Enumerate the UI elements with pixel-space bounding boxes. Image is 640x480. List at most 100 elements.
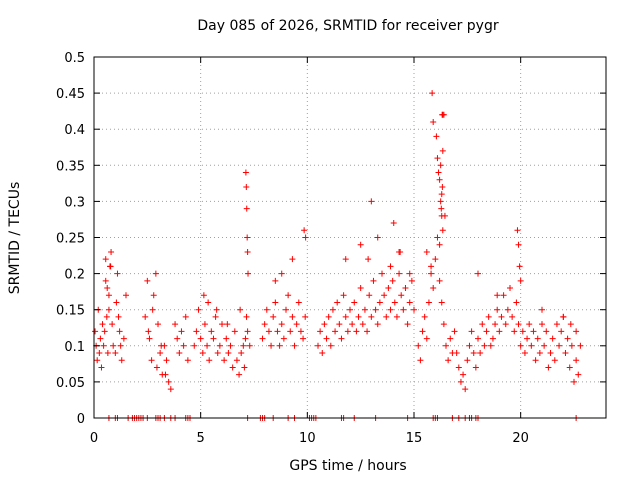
data-point [573, 328, 580, 335]
data-point [406, 270, 413, 277]
data-point [213, 306, 220, 313]
data-point [509, 313, 516, 320]
data-point [526, 321, 533, 328]
data-point [233, 357, 240, 364]
data-point [370, 277, 377, 284]
data-point [315, 342, 321, 349]
data-point [237, 306, 244, 313]
data-point [504, 306, 511, 313]
data-point [571, 378, 577, 385]
data-point [534, 335, 541, 342]
data-point [152, 270, 159, 277]
data-point [193, 328, 200, 335]
data-point [293, 321, 300, 328]
data-point [242, 169, 249, 176]
y-tick-label: 0.45 [56, 87, 85, 102]
data-point [539, 306, 545, 313]
data-point [575, 371, 582, 378]
data-point [562, 350, 569, 357]
data-point [206, 357, 213, 364]
data-point [568, 342, 575, 349]
data-point [364, 328, 371, 335]
data-point [268, 342, 275, 349]
data-point [244, 328, 251, 335]
data-point [349, 321, 356, 328]
data-point [487, 342, 494, 349]
data-point [406, 299, 413, 306]
data-point [224, 321, 231, 328]
data-point [325, 313, 332, 320]
data-point [162, 371, 169, 378]
x-axis-label: GPS time / hours [289, 458, 406, 474]
data-point [428, 263, 435, 270]
data-point [468, 328, 475, 335]
data-point [402, 285, 409, 292]
data-point [214, 350, 221, 357]
data-point [117, 342, 124, 349]
data-point [539, 321, 545, 328]
data-point [564, 335, 571, 342]
data-point [92, 328, 99, 335]
data-point [432, 256, 439, 263]
data-point [556, 342, 563, 349]
data-point [197, 335, 204, 342]
data-point [332, 328, 339, 335]
y-tick-label: 0 [77, 412, 85, 427]
data-point [372, 306, 379, 313]
data-point [439, 147, 446, 154]
data-point [515, 241, 522, 248]
data-point [479, 321, 486, 328]
grid-lines [94, 57, 606, 418]
data-point [221, 357, 228, 364]
data-point [553, 321, 560, 328]
data-point [265, 328, 272, 335]
data-point [434, 155, 441, 162]
data-point [182, 313, 189, 320]
data-point [347, 306, 353, 313]
data-point [110, 342, 117, 349]
data-point [387, 263, 394, 270]
data-point [443, 342, 449, 349]
data-point [108, 248, 115, 255]
data-point [543, 328, 550, 335]
data-point [439, 227, 446, 234]
data-point [494, 306, 501, 313]
data-point [374, 234, 381, 241]
data-point [439, 183, 446, 190]
data-point [283, 306, 289, 313]
data-point [334, 299, 341, 306]
data-point [445, 357, 452, 364]
data-point [532, 357, 539, 364]
data-point [374, 321, 381, 328]
data-point [573, 357, 580, 364]
data-point [558, 328, 565, 335]
y-tick-label: 0.4 [64, 123, 85, 138]
data-point [158, 342, 165, 349]
data-point [517, 277, 524, 284]
data-point [199, 350, 206, 357]
data-point [451, 328, 458, 335]
data-point [167, 386, 174, 393]
data-point [577, 342, 584, 349]
data-point [300, 335, 307, 342]
data-point [184, 357, 191, 364]
axis-ticks: 0 0.05 0.1 0.15 0.2 0.25 0.3 0.35 0.4 0.45 0.5 0 5 10… [56, 51, 606, 446]
data-point [243, 205, 250, 212]
data-point [241, 364, 248, 371]
data-point [244, 234, 251, 241]
data-point [118, 357, 125, 364]
data-point [289, 256, 296, 263]
y-tick-label: 0.5 [64, 51, 85, 66]
data-point [528, 342, 535, 349]
data-point [387, 306, 394, 313]
data-point [517, 342, 524, 349]
data-point [513, 299, 520, 306]
data-point [178, 328, 185, 335]
data-point [447, 335, 454, 342]
data-point [475, 270, 481, 277]
data-point [176, 350, 183, 357]
x-tick-label: 20 [512, 431, 529, 446]
data-point [105, 292, 112, 299]
data-point [98, 364, 105, 371]
